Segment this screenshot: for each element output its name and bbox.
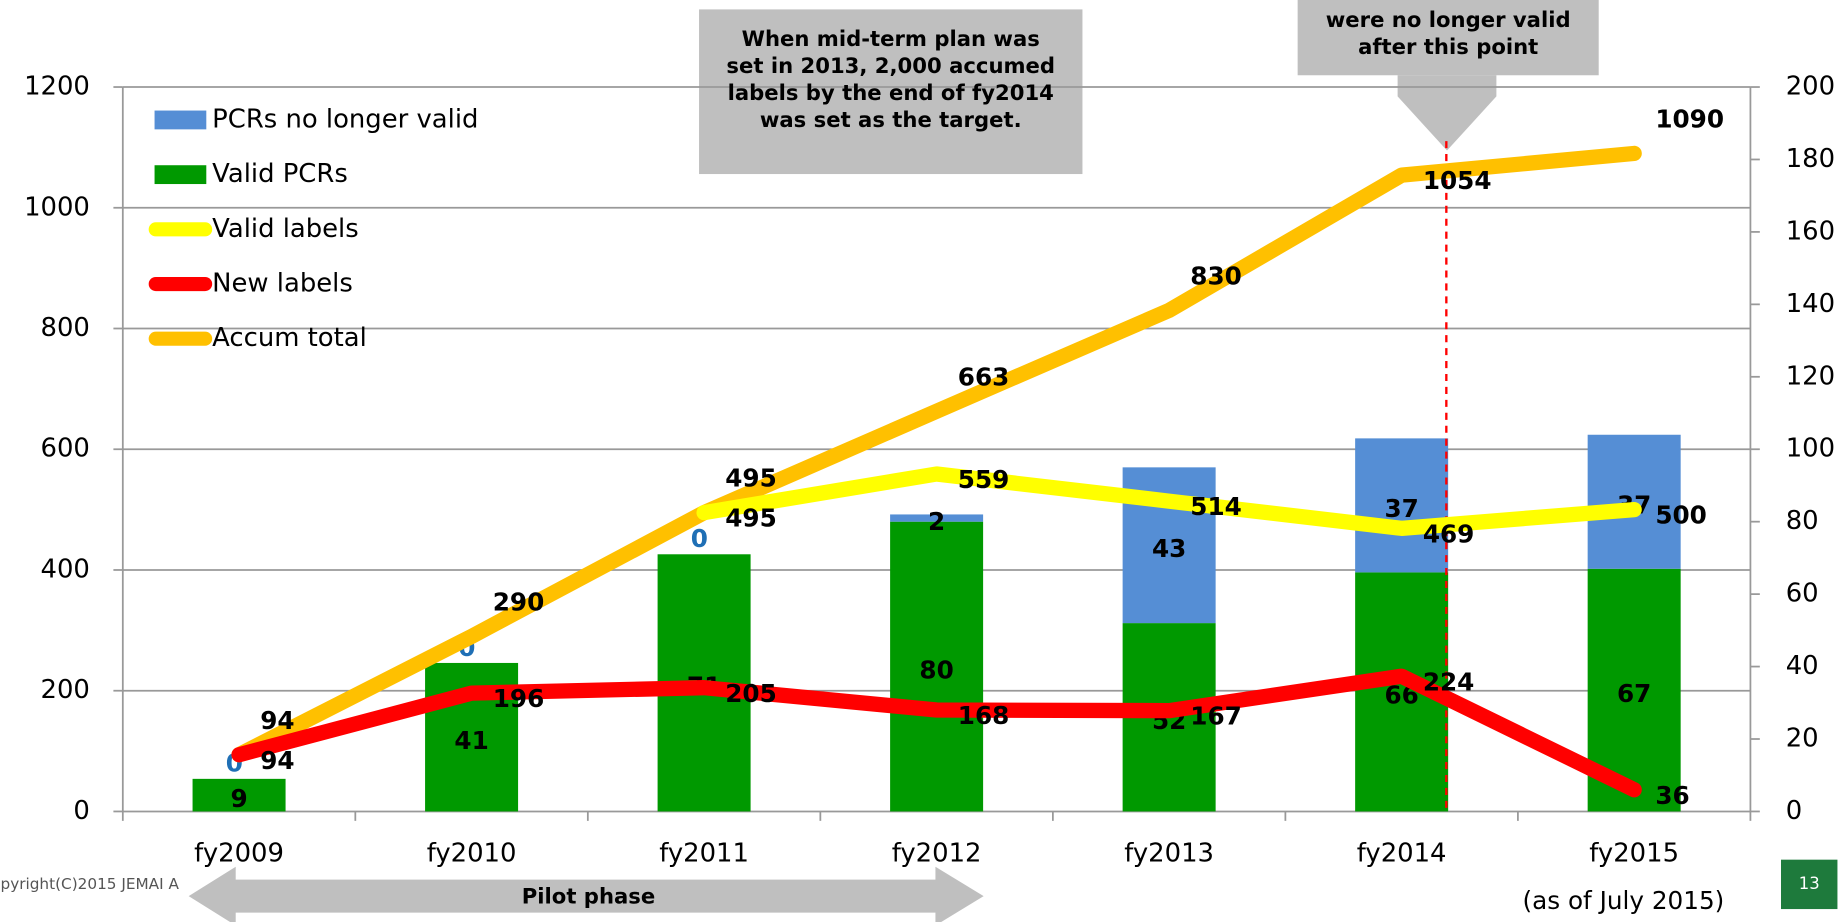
- y-tick-label: 1200: [24, 72, 90, 102]
- y-tick-label: 1000: [24, 192, 90, 222]
- annotation-text: after this point: [1358, 34, 1538, 59]
- line-value-label: 205: [725, 679, 777, 708]
- legend-swatch: [154, 165, 207, 185]
- bar-segment: [890, 514, 984, 522]
- bar-segment: [192, 778, 286, 812]
- bar-value-label: 67: [1617, 679, 1651, 708]
- line-value-label: 663: [958, 362, 1010, 391]
- bar-value-label: 0: [691, 524, 708, 553]
- annotation-arrow: [1397, 75, 1497, 151]
- line-series: [696, 466, 1642, 536]
- x-tick-label: fy2015: [1589, 838, 1679, 868]
- bar-value-label: 43: [1152, 534, 1186, 563]
- line-value-label: 290: [493, 587, 545, 616]
- annotation-text: When mid-term plan was: [742, 26, 1040, 51]
- line-value-label: 495: [725, 464, 777, 493]
- annotation-text: were no longer valid: [1326, 7, 1571, 32]
- x-tick-label: fy2011: [659, 838, 749, 868]
- bar-segment: [1587, 434, 1681, 569]
- x-tick-label: fy2009: [194, 838, 284, 868]
- line-series: [231, 145, 1642, 763]
- phase-arrow: [188, 866, 984, 922]
- y2-tick-label: 180: [1786, 144, 1835, 174]
- y2-tick-label: 140: [1786, 289, 1835, 319]
- line-value-label: 94: [260, 706, 294, 735]
- bar-value-label: 2: [928, 507, 945, 536]
- y2-tick-label: 160: [1786, 216, 1835, 246]
- y-tick-label: 0: [73, 796, 89, 826]
- x-tick-label: fy2012: [892, 838, 982, 868]
- annotation-box: [699, 9, 1083, 175]
- bar-value-label: 41: [454, 726, 488, 755]
- phase-label: Pilot phase: [522, 883, 655, 908]
- bar-segment: [890, 521, 984, 812]
- x-tick-label: fy2014: [1357, 838, 1447, 868]
- line-value-label: 94: [260, 746, 294, 775]
- page-number: 13: [1799, 874, 1820, 893]
- page-badge: [1780, 859, 1838, 910]
- y2-tick-label: 200: [1786, 72, 1835, 102]
- y2-tick-label: 60: [1786, 579, 1819, 609]
- bar-value-label: 37: [1384, 494, 1418, 523]
- y2-tick-label: 80: [1786, 506, 1819, 536]
- line-series: [231, 668, 1642, 798]
- legend-label: Accum total: [212, 323, 367, 353]
- annotation-text: labels by the end of fy2014: [728, 80, 1054, 105]
- line-value-label: 168: [958, 701, 1010, 730]
- y2-tick-label: 0: [1786, 796, 1802, 826]
- legend-label: PCRs no longer valid: [212, 104, 478, 134]
- line-value-label: 1054: [1423, 166, 1492, 195]
- y-tick-label: 400: [41, 554, 90, 584]
- y2-tick-label: 100: [1786, 434, 1835, 464]
- y-tick-label: 200: [41, 675, 90, 705]
- y2-tick-label: 20: [1786, 724, 1819, 754]
- line-value-label: 559: [958, 465, 1010, 494]
- legend-label: Valid labels: [212, 214, 359, 244]
- line-value-label: 167: [1190, 702, 1242, 731]
- line-value-label: 514: [1190, 492, 1242, 521]
- bar-value-label: 9: [230, 784, 247, 813]
- legend-label: Valid PCRs: [212, 159, 348, 189]
- line-value-label: 500: [1655, 501, 1707, 530]
- y-tick-label: 800: [41, 313, 90, 343]
- legend-swatch: [154, 110, 207, 130]
- annotation-box: [1297, 0, 1599, 76]
- y2-tick-label: 120: [1786, 361, 1835, 391]
- line-value-label: 830: [1190, 261, 1242, 290]
- note: (as of July 2015): [1522, 886, 1724, 915]
- legend-label: New labels: [212, 269, 353, 299]
- line-value-label: 224: [1423, 667, 1475, 696]
- line-value-label: 196: [493, 684, 545, 713]
- annotation-text: set in 2013, 2,000 accumed: [726, 53, 1055, 78]
- y-tick-label: 600: [41, 434, 90, 464]
- line-value-label: 1090: [1655, 105, 1724, 134]
- y2-tick-label: 40: [1786, 651, 1819, 681]
- line-value-label: 469: [1423, 519, 1475, 548]
- x-tick-label: fy2013: [1124, 838, 1214, 868]
- bar-value-label: 80: [919, 655, 953, 684]
- x-tick-label: fy2010: [427, 838, 517, 868]
- copyright: pyright(C)2015 JEMAI A: [1, 875, 180, 893]
- line-value-label: 36: [1655, 781, 1689, 810]
- line-value-label: 495: [725, 504, 777, 533]
- annotation-text: was set as the target.: [760, 107, 1022, 132]
- bar-segment: [1355, 438, 1449, 573]
